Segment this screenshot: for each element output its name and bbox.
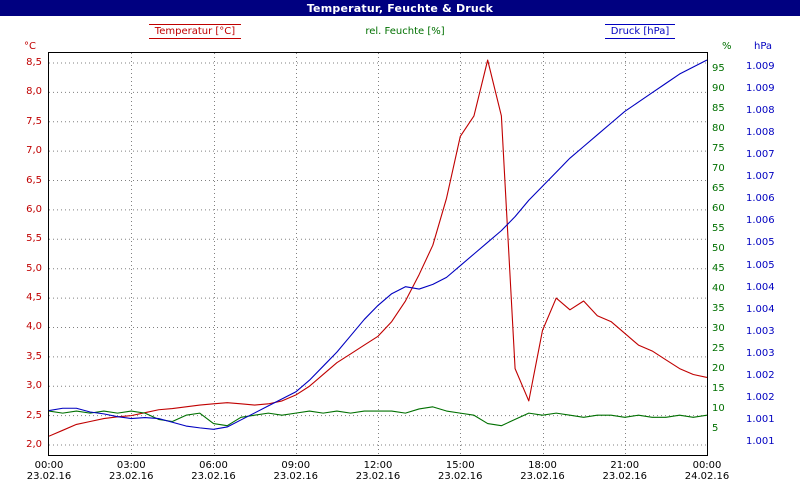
y-axis-left-tick: 4,5 — [26, 292, 42, 304]
y-axis-pressure-tick: 1.006 — [746, 193, 775, 205]
x-axis-tick: 15:00 23.02.16 — [437, 460, 483, 482]
x-axis-tick-date: 23.02.16 — [602, 471, 648, 482]
y-axis-pressure-tick: 1.006 — [746, 215, 775, 227]
x-axis-tick-time: 21:00 — [610, 460, 640, 471]
axis-unit-pressure: hPa — [754, 41, 773, 52]
legend-pressure: Druck [hPa] — [545, 23, 735, 39]
x-axis-tick-time: 15:00 — [445, 460, 475, 471]
y-axis-left-tick: 5,5 — [26, 233, 42, 245]
legend-temperature-label: Temperatur [°C] — [148, 23, 242, 39]
x-axis-tick: 12:00 23.02.16 — [355, 460, 401, 482]
y-axis-left-tick: 3,0 — [26, 380, 42, 392]
x-axis-tick-time: 12:00 — [363, 460, 393, 471]
y-axis-left-tick: 6,0 — [26, 203, 42, 215]
x-axis-tick-time: 09:00 — [281, 460, 311, 471]
y-axis-humidity-tick: 80 — [712, 123, 725, 134]
y-axis-humidity-tick: 95 — [712, 63, 725, 74]
y-axis-left-tick: 8,5 — [26, 57, 42, 68]
x-axis-tick: 21:00 23.02.16 — [602, 460, 648, 482]
y-axis-pressure-tick: 1.009 — [746, 61, 775, 72]
y-axis-humidity-tick: 10 — [712, 403, 725, 414]
x-axis-tick-date: 23.02.16 — [273, 471, 319, 482]
y-axis-humidity-tick: 75 — [712, 143, 725, 154]
y-axis-left-tick: 4,0 — [26, 321, 42, 333]
y-axis-pressure-tick: 1.007 — [746, 149, 775, 161]
y-axis-humidity-tick: 85 — [712, 103, 725, 114]
y-axis-humidity-tick: 30 — [712, 323, 725, 334]
x-axis-tick-date: 23.02.16 — [26, 471, 72, 482]
y-axis-pressure-tick: 1.004 — [746, 303, 775, 315]
y-axis-pressure-tick: 1.008 — [746, 105, 775, 117]
y-axis-humidity-tick: 5 — [712, 423, 719, 434]
y-axis-pressure-tick: 1.001 — [746, 413, 775, 425]
x-axis-tick-date: 23.02.16 — [437, 471, 483, 482]
x-axis-tick: 00:00 24.02.16 — [684, 460, 730, 482]
legend-pressure-label: Druck [hPa] — [604, 23, 676, 39]
y-axis-humidity-tick: 35 — [712, 303, 725, 314]
y-axis-humidity-tick: 40 — [712, 283, 725, 294]
x-axis-tick-date: 24.02.16 — [684, 471, 730, 482]
y-axis-pressure-tick: 1.005 — [746, 237, 775, 249]
plot-svg — [49, 53, 707, 455]
y-axis-humidity-tick: 90 — [712, 83, 725, 94]
y-axis-left-tick: 5,0 — [26, 262, 42, 274]
y-axis-left-tick: 3,5 — [26, 350, 42, 362]
x-axis-tick-date: 23.02.16 — [191, 471, 236, 482]
y-axis-pressure-tick: 1.003 — [746, 325, 775, 337]
y-axis-humidity-tick: 55 — [712, 223, 725, 234]
y-axis-pressure-tick: 1.002 — [746, 391, 775, 403]
y-axis-left-tick: 2,5 — [26, 409, 42, 421]
y-axis-left-tick: 7,0 — [26, 145, 42, 157]
y-axis-pressure-tick: 1.008 — [746, 127, 775, 139]
x-axis-tick-date: 23.02.16 — [108, 471, 154, 482]
y-axis-pressure-tick: 1.009 — [746, 83, 775, 95]
x-axis-tick-time: 00:00 — [34, 460, 64, 471]
x-axis-tick-date: 23.02.16 — [520, 471, 565, 482]
window-title-bar: Temperatur, Feuchte & Druck — [0, 0, 800, 16]
x-axis-tick-time: 18:00 — [528, 460, 557, 471]
y-axis-pressure-tick: 1.005 — [746, 259, 775, 271]
y-axis-left-tick: 7,5 — [26, 115, 42, 127]
x-axis-tick-time: 06:00 — [199, 460, 228, 471]
y-axis-humidity-tick: 15 — [712, 383, 725, 394]
y-axis-humidity-tick: 45 — [712, 263, 725, 274]
x-axis-tick: 18:00 23.02.16 — [520, 460, 566, 482]
legend-temperature: Temperatur [°C] — [100, 23, 290, 39]
y-axis-pressure-tick: 1.003 — [746, 347, 775, 359]
y-axis-pressure-tick: 1.001 — [746, 436, 775, 447]
y-axis-humidity-tick: 65 — [712, 183, 725, 194]
x-axis-tick: 09:00 23.02.16 — [273, 460, 319, 482]
axis-unit-left: °C — [24, 41, 36, 52]
x-axis-tick: 03:00 23.02.16 — [108, 460, 154, 482]
legend-humidity: rel. Feuchte [%] — [310, 24, 500, 38]
x-axis-tick: 00:00 23.02.16 — [26, 460, 72, 482]
x-axis-tick-date: 23.02.16 — [355, 471, 401, 482]
x-axis-tick-time: 00:00 — [692, 460, 722, 471]
window-title: Temperatur, Feuchte & Druck — [306, 1, 494, 15]
y-axis-left-tick: 6,5 — [26, 174, 42, 186]
axis-unit-humidity: % — [722, 41, 732, 52]
y-axis-left-tick: 8,0 — [26, 86, 42, 98]
plot-area — [48, 52, 708, 456]
legend-humidity-label: rel. Feuchte [%] — [365, 25, 445, 37]
y-axis-left-tick: 2,0 — [26, 439, 42, 450]
x-axis-tick: 06:00 23.02.16 — [191, 460, 237, 482]
y-axis-humidity-tick: 50 — [712, 243, 725, 254]
y-axis-pressure-tick: 1.004 — [746, 281, 775, 293]
y-axis-humidity-tick: 25 — [712, 343, 725, 354]
y-axis-humidity-tick: 20 — [712, 363, 725, 374]
y-axis-humidity-tick: 60 — [712, 203, 725, 214]
y-axis-humidity-tick: 70 — [712, 163, 725, 174]
y-axis-pressure-tick: 1.007 — [746, 171, 775, 183]
y-axis-pressure-tick: 1.002 — [746, 369, 775, 381]
x-axis-tick-time: 03:00 — [116, 460, 146, 471]
